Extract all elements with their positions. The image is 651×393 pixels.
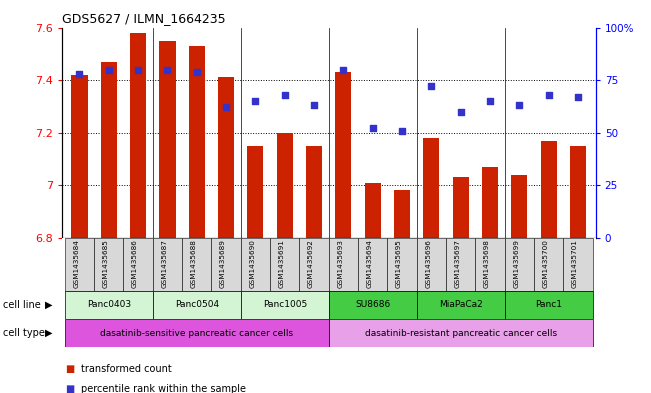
Text: Panc1: Panc1 xyxy=(535,301,562,309)
Bar xyxy=(482,167,498,238)
Bar xyxy=(365,183,381,238)
Point xyxy=(162,66,173,73)
Point xyxy=(191,68,202,75)
FancyBboxPatch shape xyxy=(563,238,592,291)
Bar xyxy=(72,75,87,238)
Text: ■: ■ xyxy=(65,364,74,374)
Bar xyxy=(423,138,439,238)
Point xyxy=(426,83,437,90)
Point xyxy=(514,102,525,108)
Bar xyxy=(101,62,117,238)
Point xyxy=(221,104,231,110)
FancyBboxPatch shape xyxy=(65,291,153,319)
FancyBboxPatch shape xyxy=(299,238,329,291)
Text: GSM1435691: GSM1435691 xyxy=(279,239,284,288)
FancyBboxPatch shape xyxy=(387,238,417,291)
Bar xyxy=(189,46,205,238)
FancyBboxPatch shape xyxy=(417,291,505,319)
FancyBboxPatch shape xyxy=(329,238,358,291)
Text: cell line: cell line xyxy=(3,300,41,310)
Bar xyxy=(130,33,146,238)
FancyBboxPatch shape xyxy=(65,319,329,347)
FancyBboxPatch shape xyxy=(329,319,592,347)
FancyBboxPatch shape xyxy=(505,238,534,291)
Point xyxy=(104,66,114,73)
Text: cell type: cell type xyxy=(3,328,45,338)
Text: GSM1435692: GSM1435692 xyxy=(308,239,314,288)
Point xyxy=(309,102,319,108)
FancyBboxPatch shape xyxy=(124,238,153,291)
Point xyxy=(485,98,495,104)
FancyBboxPatch shape xyxy=(212,238,241,291)
Point xyxy=(133,66,143,73)
Text: GSM1435690: GSM1435690 xyxy=(249,239,255,288)
Point xyxy=(456,108,466,115)
Point xyxy=(573,94,583,100)
Bar xyxy=(511,174,527,238)
Text: GSM1435684: GSM1435684 xyxy=(74,239,79,288)
Text: GSM1435697: GSM1435697 xyxy=(455,239,461,288)
FancyBboxPatch shape xyxy=(241,291,329,319)
Bar xyxy=(335,72,352,238)
Point xyxy=(397,127,408,134)
FancyBboxPatch shape xyxy=(446,238,475,291)
Text: dasatinib-resistant pancreatic cancer cells: dasatinib-resistant pancreatic cancer ce… xyxy=(365,329,557,338)
FancyBboxPatch shape xyxy=(182,238,212,291)
FancyBboxPatch shape xyxy=(153,238,182,291)
Text: GSM1435701: GSM1435701 xyxy=(572,239,578,288)
Bar xyxy=(541,141,557,238)
Bar xyxy=(394,191,410,238)
Point xyxy=(250,98,260,104)
Text: GSM1435688: GSM1435688 xyxy=(191,239,197,288)
FancyBboxPatch shape xyxy=(270,238,299,291)
Bar xyxy=(452,177,469,238)
Text: GSM1435694: GSM1435694 xyxy=(367,239,373,288)
FancyBboxPatch shape xyxy=(358,238,387,291)
Text: MiaPaCa2: MiaPaCa2 xyxy=(439,301,482,309)
Text: GSM1435695: GSM1435695 xyxy=(396,239,402,288)
Text: transformed count: transformed count xyxy=(81,364,172,374)
Text: GSM1435685: GSM1435685 xyxy=(103,239,109,288)
Text: dasatinib-sensitive pancreatic cancer cells: dasatinib-sensitive pancreatic cancer ce… xyxy=(100,329,294,338)
FancyBboxPatch shape xyxy=(94,238,124,291)
FancyBboxPatch shape xyxy=(505,291,592,319)
Text: GSM1435696: GSM1435696 xyxy=(425,239,432,288)
Text: GSM1435698: GSM1435698 xyxy=(484,239,490,288)
Text: Panc0403: Panc0403 xyxy=(87,301,131,309)
FancyBboxPatch shape xyxy=(329,291,417,319)
Bar xyxy=(570,146,586,238)
Text: SU8686: SU8686 xyxy=(355,301,391,309)
Point xyxy=(279,92,290,98)
Text: ▶: ▶ xyxy=(45,300,53,310)
FancyBboxPatch shape xyxy=(241,238,270,291)
Text: GSM1435699: GSM1435699 xyxy=(514,239,519,288)
Point xyxy=(74,71,85,77)
Bar xyxy=(159,40,176,238)
Text: Panc1005: Panc1005 xyxy=(262,301,307,309)
FancyBboxPatch shape xyxy=(475,238,505,291)
FancyBboxPatch shape xyxy=(153,291,241,319)
Text: GSM1435689: GSM1435689 xyxy=(220,239,226,288)
Point xyxy=(339,66,349,73)
FancyBboxPatch shape xyxy=(65,238,94,291)
Text: GDS5627 / ILMN_1664235: GDS5627 / ILMN_1664235 xyxy=(62,12,225,25)
Text: Panc0504: Panc0504 xyxy=(174,301,219,309)
Bar xyxy=(277,132,293,238)
Bar xyxy=(306,146,322,238)
Point xyxy=(368,125,378,132)
Point xyxy=(544,92,554,98)
Text: ▶: ▶ xyxy=(45,328,53,338)
FancyBboxPatch shape xyxy=(534,238,563,291)
Bar xyxy=(247,146,264,238)
Text: percentile rank within the sample: percentile rank within the sample xyxy=(81,384,246,393)
Text: GSM1435693: GSM1435693 xyxy=(337,239,344,288)
Text: GSM1435686: GSM1435686 xyxy=(132,239,138,288)
Text: GSM1435700: GSM1435700 xyxy=(543,239,549,288)
Text: GSM1435687: GSM1435687 xyxy=(161,239,167,288)
Bar xyxy=(218,77,234,238)
FancyBboxPatch shape xyxy=(417,238,446,291)
Text: ■: ■ xyxy=(65,384,74,393)
